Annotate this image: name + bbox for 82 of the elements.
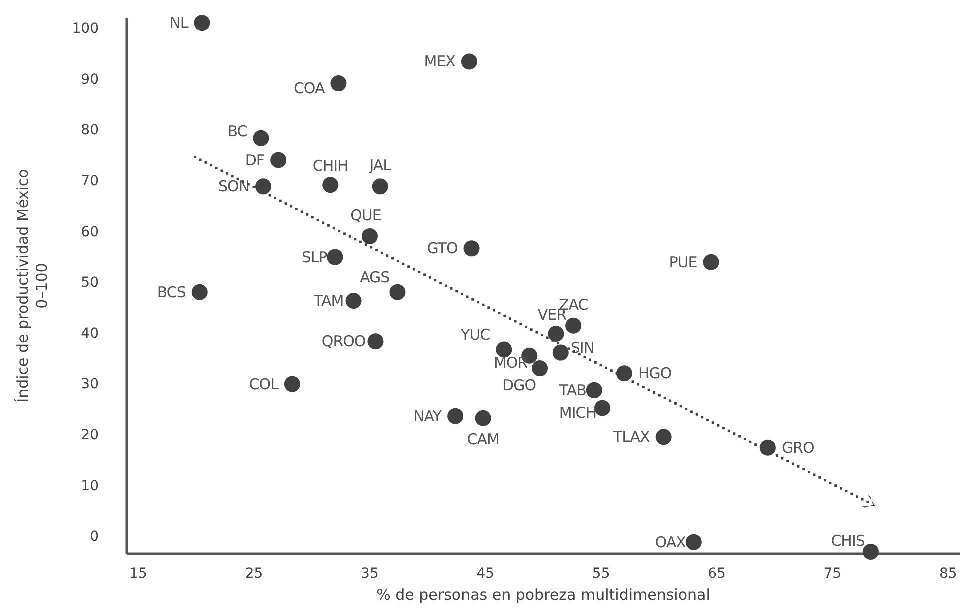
annotation: PUE (669, 253, 698, 272)
x-axis-title: % de personas en pobreza multidimensional (376, 586, 710, 604)
x-tick-label: 75 (824, 566, 842, 582)
annotation: CHIS (831, 532, 865, 550)
annotation: AGS (360, 268, 390, 286)
point (368, 334, 384, 350)
annotation: YUC (460, 326, 490, 344)
y-tick-label: 60 (81, 224, 99, 240)
y-tick-label: 40 (81, 326, 99, 342)
annotation: NAY (414, 407, 443, 426)
annotation: DGO (502, 376, 536, 395)
annotation: TAM (313, 292, 344, 310)
point (552, 344, 569, 361)
annotation: MOR (494, 354, 528, 372)
point (548, 326, 564, 342)
point (475, 410, 492, 426)
annotation: HGO (638, 364, 672, 383)
point (192, 284, 208, 300)
point (461, 54, 478, 70)
annotation: SIN (570, 338, 595, 357)
annotation: QUE (350, 206, 382, 224)
annotation: JAL (368, 156, 392, 175)
x-tick-label: 15 (130, 566, 148, 582)
point (362, 228, 378, 244)
point (686, 534, 702, 550)
annotation: MEX (424, 52, 456, 71)
point (253, 130, 270, 146)
annotation: BCS (157, 283, 186, 302)
annotation: QROO (322, 332, 366, 351)
y-tick-label: 90 (81, 72, 99, 88)
point (464, 240, 480, 257)
y-tick-label: 20 (81, 428, 99, 444)
x-tick-label: 35 (361, 566, 379, 582)
point (496, 342, 512, 358)
point (586, 382, 602, 398)
point (566, 318, 582, 334)
annotation: NL (170, 14, 190, 32)
point (703, 254, 720, 270)
annotation: CHIH (312, 157, 348, 176)
annotation: OAX (655, 533, 686, 552)
point (284, 376, 300, 392)
x-tick-label: 55 (592, 566, 610, 582)
y-tick-label: 10 (81, 478, 99, 494)
y-tick-label: 100 (72, 21, 99, 38)
point (616, 366, 632, 382)
annotation: SON (218, 178, 250, 196)
annotation: BC (228, 122, 248, 140)
point (330, 76, 347, 92)
x-tick-label: 85 (940, 566, 958, 582)
point (194, 15, 210, 32)
point (532, 360, 548, 377)
point (656, 429, 672, 446)
annotation: COA (294, 80, 326, 98)
annotation: SLP (302, 248, 328, 266)
point (256, 178, 272, 195)
point (322, 177, 339, 194)
point (862, 544, 879, 560)
annotation: GRO (782, 438, 814, 457)
point (372, 178, 388, 195)
annotation: CAM (467, 430, 500, 448)
y-tick-label: 30 (81, 376, 99, 393)
point (594, 400, 611, 416)
y-tick-label: 80 (81, 122, 99, 139)
point (448, 408, 464, 424)
y-tick-label: 70 (81, 173, 99, 190)
point (760, 440, 776, 456)
annotation: TLAX (612, 428, 650, 446)
annotation: DF (245, 151, 265, 170)
x-tick-label: 65 (708, 566, 726, 582)
annotation: GTO (427, 240, 458, 258)
y-axis-title: Índice de productividad México 0–100 (14, 169, 51, 403)
x-tick-label: 45 (476, 566, 495, 582)
y-tick-label: 50 (81, 275, 99, 292)
point (270, 152, 287, 168)
x-tick-label: 25 (245, 566, 264, 582)
point (390, 284, 406, 300)
point (327, 249, 344, 266)
annotation: TAB (558, 381, 587, 400)
y-tick-label: 0 (90, 529, 99, 546)
annotation: COL (249, 375, 280, 394)
annotation: MICH (559, 404, 597, 422)
point (346, 292, 362, 309)
